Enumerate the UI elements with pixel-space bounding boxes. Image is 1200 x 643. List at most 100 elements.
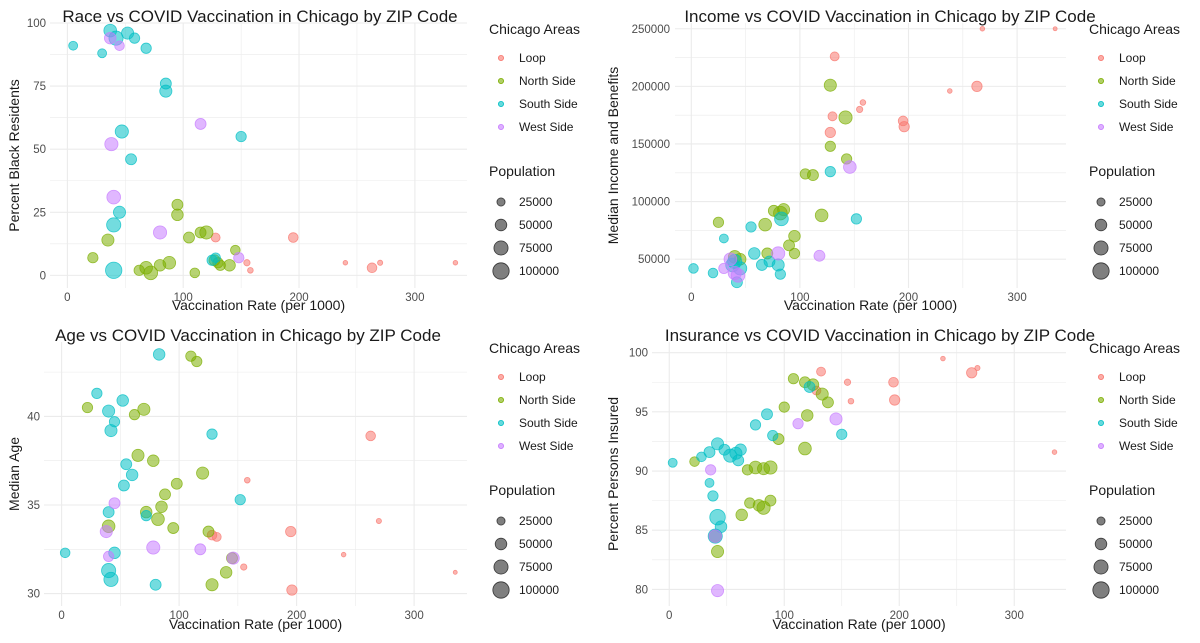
data-point-south-side — [210, 252, 221, 263]
data-point-loop — [1052, 26, 1058, 32]
legend-key-south-side — [497, 101, 504, 108]
data-point-south-side — [106, 217, 122, 233]
legend-title-areas: Chicago Areas — [1089, 21, 1180, 37]
data-point-north-side — [101, 233, 115, 247]
data-point-loop — [211, 532, 222, 542]
legend-key-population — [1094, 537, 1108, 551]
x-tick-label: 100 — [174, 292, 193, 304]
data-point-south-side — [749, 419, 762, 431]
legend-label-area: Loop — [1119, 51, 1146, 65]
data-point-south-side — [68, 40, 79, 51]
legend-title-population: Population — [489, 482, 555, 498]
data-point-north-side — [183, 231, 195, 244]
x-tick-label: 300 — [1005, 610, 1024, 622]
data-point-loop — [366, 262, 378, 274]
y-axis-label: Median Income and Benefits — [605, 67, 621, 244]
data-point-north-side — [778, 401, 790, 413]
legend-label-area: West Side — [519, 439, 574, 453]
legend-label-area: South Side — [519, 416, 578, 430]
legend-key-population — [1096, 197, 1106, 207]
legend-key-population — [1093, 559, 1109, 575]
legend-key-population — [1094, 218, 1108, 232]
y-tick-label: 200000 — [632, 81, 670, 93]
data-point-west-side — [194, 118, 207, 130]
legend-key-west-side — [1098, 124, 1105, 131]
data-point-north-side — [171, 208, 184, 222]
legend-label-population: 75000 — [1119, 560, 1153, 574]
x-tick-label: 0 — [64, 292, 70, 304]
x-axis-label: Vaccination Rate (per 1000) — [772, 616, 945, 632]
data-points — [68, 23, 459, 281]
data-point-west-side — [792, 418, 804, 430]
data-point-north-side — [205, 578, 219, 592]
legend-key-north-side — [1098, 78, 1105, 85]
data-point-north-side — [814, 208, 829, 223]
data-point-north-side — [807, 169, 819, 181]
gridlines — [44, 342, 467, 606]
data-point-loop — [888, 376, 899, 388]
data-point-loop — [859, 99, 867, 106]
legend-key-north-side — [1098, 396, 1105, 403]
legend-title-areas: Chicago Areas — [489, 21, 580, 37]
data-point-loop — [1051, 449, 1058, 455]
legend-label-area: West Side — [1119, 439, 1174, 453]
legend-label-population: 75000 — [519, 560, 553, 574]
legend-label-population: 75000 — [1119, 241, 1153, 255]
legend-key-south-side — [1098, 419, 1105, 426]
x-tick-label: 0 — [666, 610, 672, 622]
data-point-south-side — [767, 429, 779, 442]
data-point-loop — [829, 51, 840, 62]
data-point-loop — [285, 525, 297, 538]
data-point-north-side — [202, 525, 215, 538]
legend-label-area: Loop — [1119, 370, 1146, 384]
y-tick-label: 150000 — [632, 139, 670, 151]
data-point-south-side — [688, 263, 699, 274]
legend-key-west-side — [1098, 442, 1105, 449]
legend-label-population: 50000 — [519, 537, 553, 551]
y-tick-label: 35 — [27, 500, 40, 512]
legend-key-loop — [497, 373, 504, 380]
data-point-south-side — [59, 547, 71, 559]
data-point-west-side — [771, 246, 786, 261]
data-point-south-side — [206, 428, 218, 440]
x-axis-label: Vaccination Rate (per 1000) — [784, 297, 957, 313]
data-point-north-side — [223, 259, 236, 272]
data-point-loop — [240, 563, 248, 571]
y-tick-label: 85 — [635, 525, 648, 537]
data-point-north-side — [735, 508, 748, 522]
data-point-loop — [452, 260, 459, 266]
chart-title: Age vs COVID Vaccination in Chicago by Z… — [55, 326, 441, 345]
legend-label-population: 100000 — [1119, 583, 1159, 597]
data-point-west-side — [99, 525, 113, 539]
data-point-west-side — [226, 551, 240, 565]
x-tick-label: 200 — [287, 610, 306, 622]
x-tick-label: 300 — [405, 292, 424, 304]
data-point-south-side — [140, 510, 152, 522]
chart-panel-1: 0 100 200 300 0 25 50 75 100 Race vs COVID Vaccin… — [6, 7, 580, 313]
data-point-west-side — [114, 40, 125, 51]
legend-key-loop — [1098, 55, 1105, 62]
legend-key-population — [496, 516, 506, 526]
legend-key-population — [494, 218, 508, 232]
data-point-loop — [247, 267, 254, 274]
data-point-south-side — [104, 424, 118, 438]
y-axis-label: Median Age — [6, 437, 22, 511]
data-point-south-side — [707, 267, 719, 279]
data-point-north-side — [196, 466, 210, 480]
legend-label-population: 100000 — [519, 264, 559, 278]
chart-title: Race vs COVID Vaccination in Chicago by … — [62, 7, 457, 26]
data-point-loop — [827, 111, 838, 122]
data-point-loop — [979, 26, 986, 32]
data-point-loop — [824, 126, 836, 139]
data-point-loop — [843, 378, 852, 386]
data-point-north-side — [763, 460, 778, 475]
legend-key-loop — [497, 55, 504, 62]
legend-label-population: 100000 — [1119, 264, 1159, 278]
y-tick-label: 75 — [33, 81, 46, 93]
data-point-north-side — [758, 217, 772, 232]
legend-key-loop — [1098, 373, 1105, 380]
legend: Chicago Areas Loop North Side South Side Wes… — [1089, 21, 1180, 280]
legend-title-areas: Chicago Areas — [489, 340, 580, 356]
data-point-north-side — [191, 355, 203, 368]
data-point-west-side — [106, 189, 121, 205]
